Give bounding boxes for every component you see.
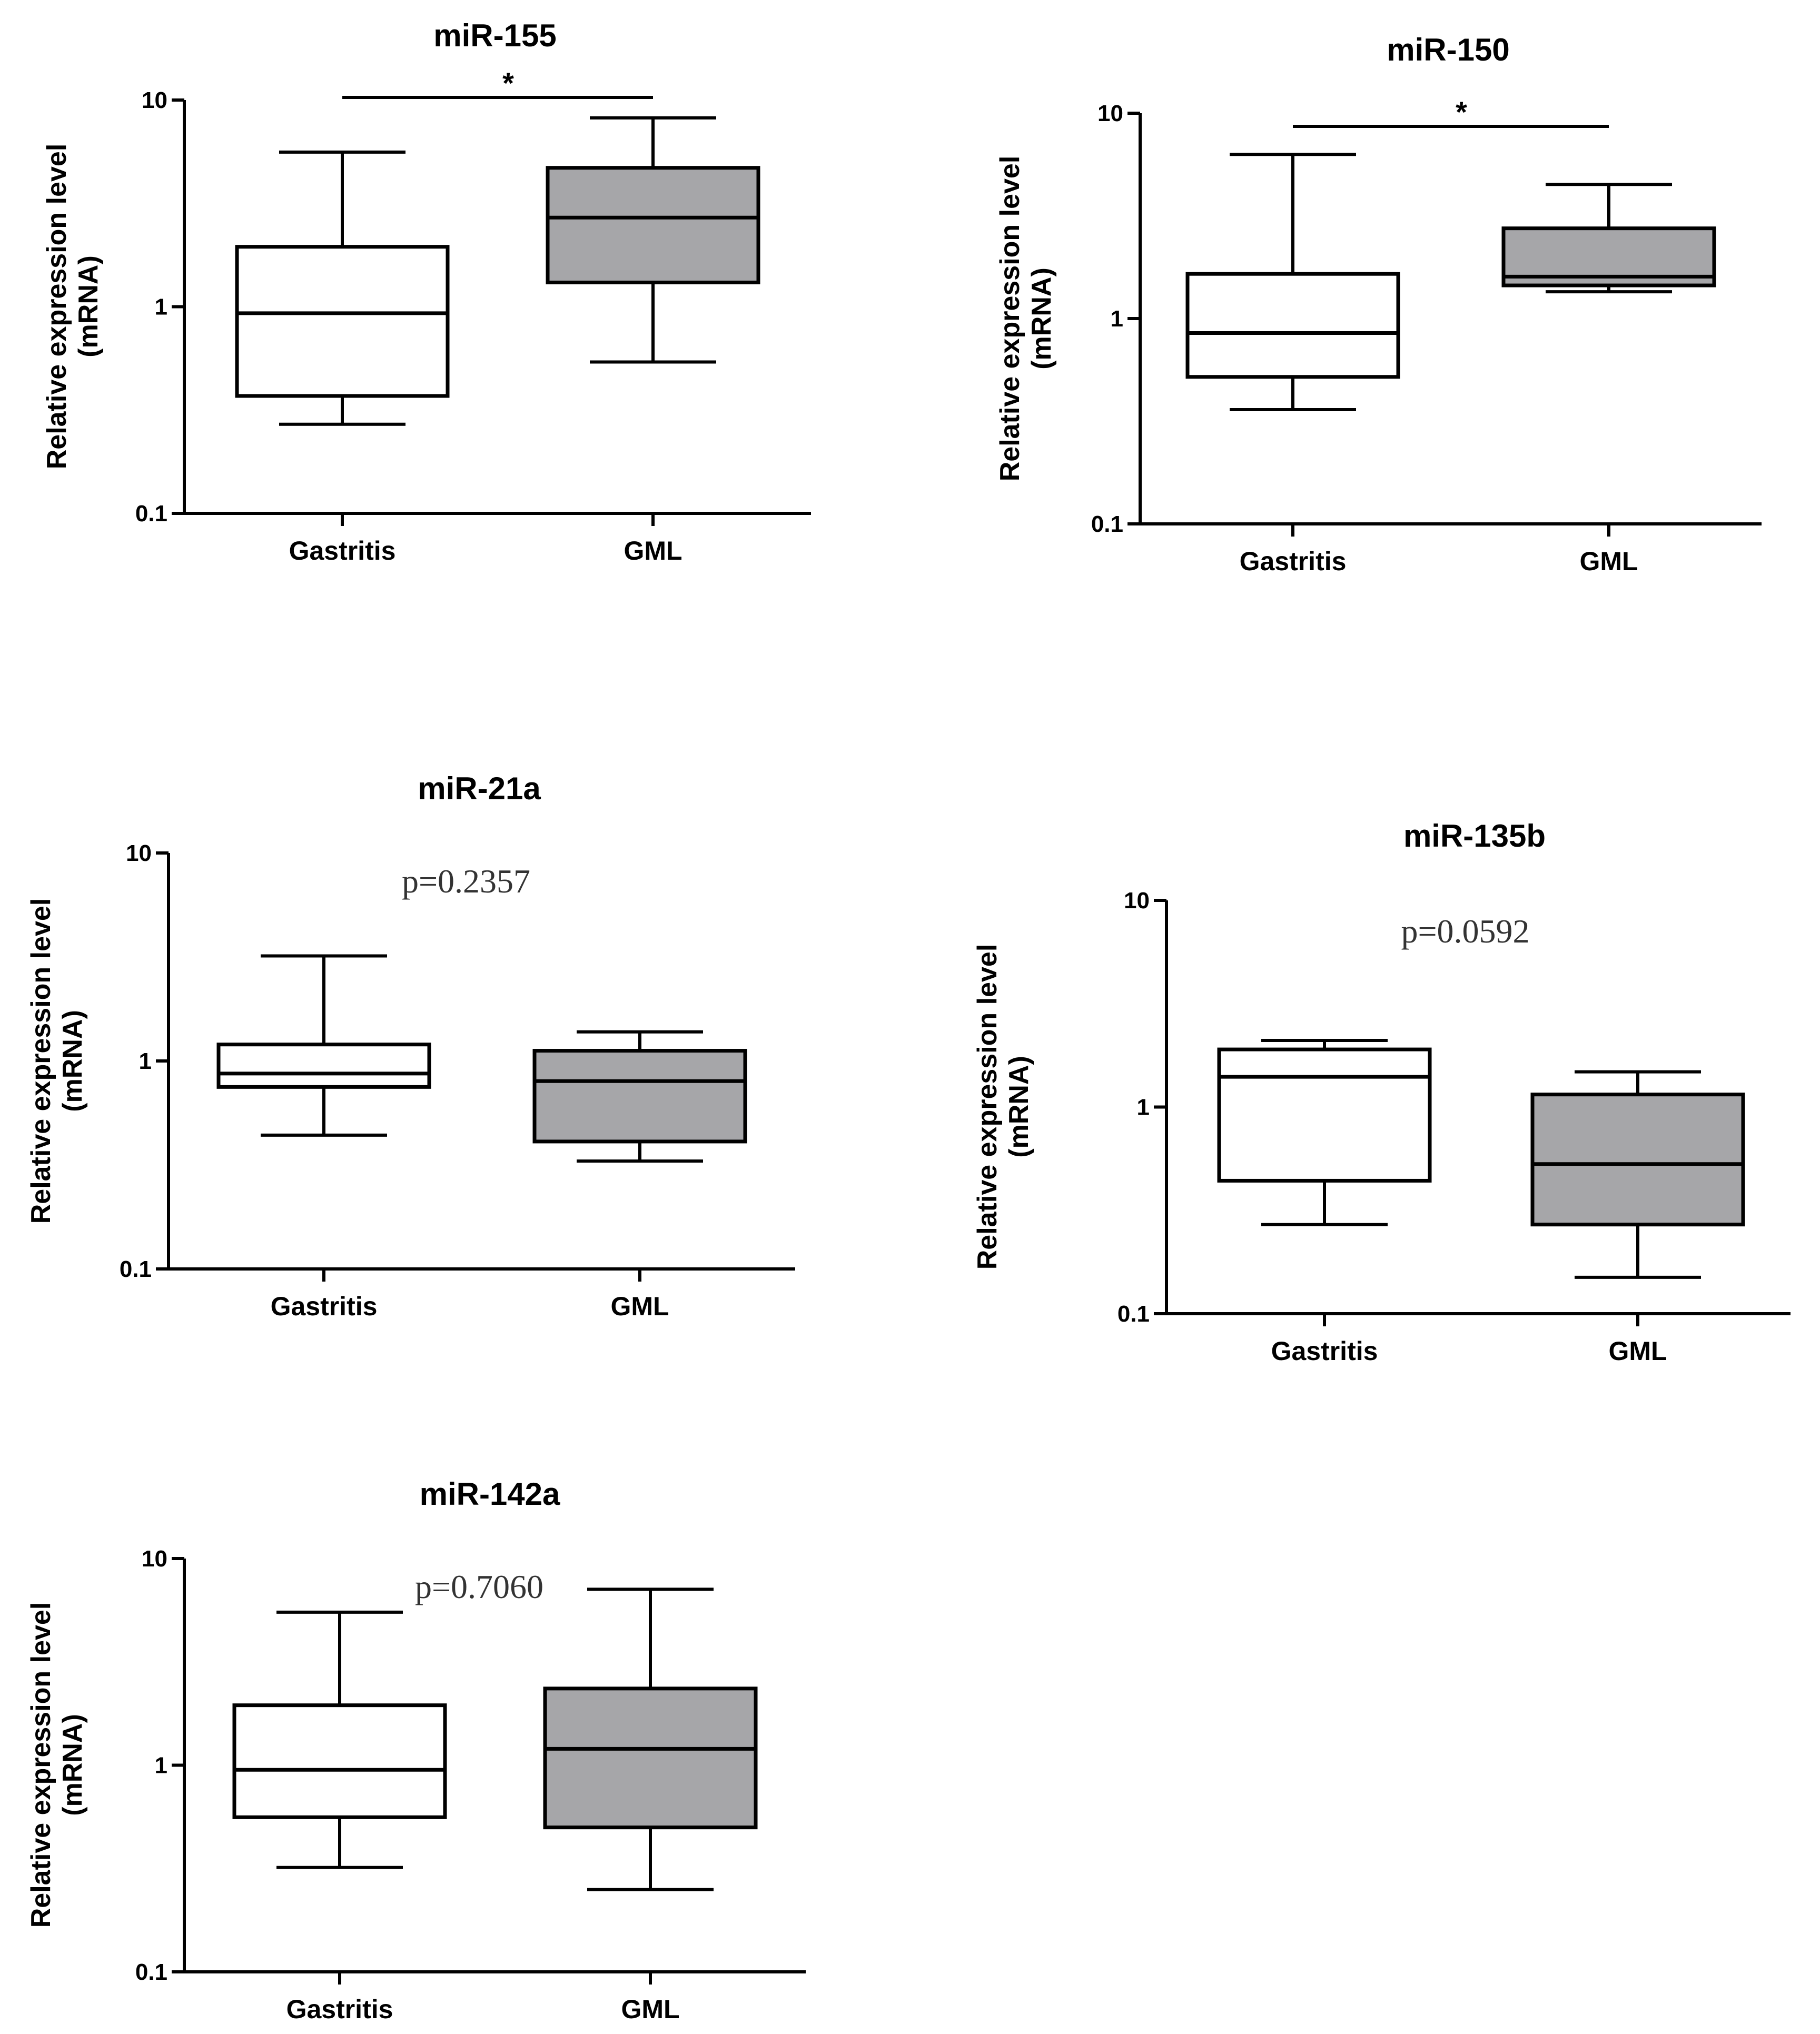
box-gastritis <box>1185 153 1400 412</box>
x-tick-label: Gastritis <box>271 1292 378 1321</box>
p-value-label: p=0.7060 <box>415 1568 543 1605</box>
box-gml <box>532 1030 747 1163</box>
iqr-box <box>235 245 450 398</box>
iqr-box <box>216 1043 431 1089</box>
y-axis-label-line: (mRNA) <box>1004 1056 1034 1158</box>
y-tick-label: 0.1 <box>1117 1301 1150 1327</box>
x-tick-label: GML <box>1608 1336 1667 1366</box>
y-tick-label: 0.1 <box>135 501 167 527</box>
x-tick-label: Gastritis <box>1240 547 1347 576</box>
box-gastritis <box>1217 1039 1432 1226</box>
box-gastritis <box>216 954 431 1137</box>
box-gastritis <box>235 150 450 426</box>
y-axis-label: Relative expression level (mRNA) <box>26 898 88 1224</box>
iqr-box <box>1217 1047 1432 1183</box>
iqr-box <box>232 1703 447 1819</box>
y-axis-label: Relative expression level (mRNA) <box>972 944 1034 1270</box>
iqr-box <box>1530 1093 1745 1227</box>
y-axis-label-line: (mRNA) <box>57 1714 88 1816</box>
p-value-label: p=0.2357 <box>402 862 530 900</box>
p-value-label: p=0.0592 <box>1401 912 1529 950</box>
x-tick-label: Gastritis <box>289 536 396 565</box>
y-tick-label: 0.1 <box>120 1256 152 1282</box>
box-gml <box>1501 183 1716 294</box>
chart-panel-mir-142a: miR-142a Relative expression level (mRNA) 1… <box>26 1476 806 2024</box>
y-axis-label-line: Relative expression level <box>972 944 1003 1270</box>
y-tick-label: 1 <box>1137 1095 1150 1120</box>
y-axis-label-line: Relative expression level <box>26 898 56 1224</box>
chart-title: miR-155 <box>433 18 556 53</box>
x-tick-label: Gastritis <box>1271 1336 1378 1366</box>
y-tick-label: 1 <box>155 1753 167 1779</box>
y-axis-label: Relative expression level (mRNA) <box>26 1602 88 1928</box>
iqr-box <box>543 1686 758 1830</box>
y-tick-label: 10 <box>1124 888 1150 914</box>
y-tick-label: 10 <box>126 840 152 866</box>
box-gml <box>543 1587 758 1891</box>
iqr-box <box>546 166 760 284</box>
y-axis-label-line: (mRNA) <box>1026 267 1057 370</box>
x-tick-label: GML <box>610 1292 669 1321</box>
y-tick-label: 1 <box>139 1048 152 1074</box>
chart-panel-mir-135b: miR-135b Relative expression level (mRNA) 1… <box>972 818 1791 1366</box>
y-tick-label: 1 <box>155 294 167 320</box>
chart-title: miR-150 <box>1387 32 1509 67</box>
box-gastritis <box>232 1610 447 1869</box>
y-tick-label: 10 <box>142 87 167 113</box>
y-axis-label-line: Relative expression level <box>42 144 72 470</box>
x-tick-label: GML <box>621 1995 679 2024</box>
y-tick-label: 0.1 <box>1091 511 1123 537</box>
y-axis-label-line: (mRNA) <box>57 1010 88 1112</box>
y-tick-label: 10 <box>142 1546 167 1572</box>
box-gml <box>1530 1070 1745 1279</box>
chart-title: miR-142a <box>420 1476 560 1512</box>
box-gml <box>546 116 760 364</box>
y-axis-label: Relative expression level (mRNA) <box>995 156 1057 482</box>
x-tick-label: GML <box>1579 547 1638 576</box>
x-tick-label: Gastritis <box>286 1995 393 2024</box>
y-tick-label: 0.1 <box>135 1959 167 1985</box>
chart-title: miR-21a <box>418 771 541 806</box>
x-tick-label: GML <box>624 536 682 565</box>
y-tick-label: 1 <box>1111 306 1123 332</box>
significance-star: * <box>502 66 514 100</box>
y-tick-label: 10 <box>1097 101 1123 126</box>
y-axis-label-line: Relative expression level <box>995 156 1025 482</box>
y-axis-label-line: Relative expression level <box>26 1602 56 1928</box>
y-axis-label-line: (mRNA) <box>73 255 104 358</box>
chart-title: miR-135b <box>1403 818 1546 854</box>
iqr-box <box>1185 272 1400 379</box>
y-axis-label: Relative expression level (mRNA) <box>42 144 104 470</box>
iqr-box <box>532 1049 747 1144</box>
significance-star: * <box>1456 95 1467 128</box>
